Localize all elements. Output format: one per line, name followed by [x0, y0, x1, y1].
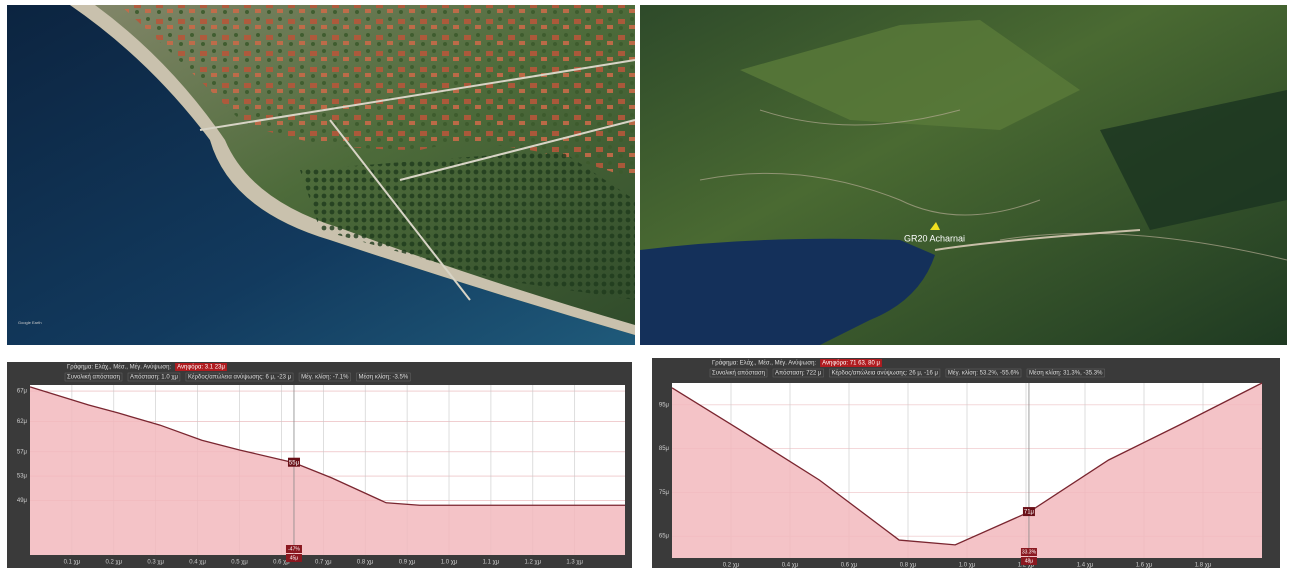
y-tick-label: 53μ	[17, 474, 28, 480]
x-tick-label: 0.9 χμ	[399, 560, 416, 566]
highlight-box	[820, 359, 882, 367]
stat-box	[185, 372, 294, 382]
cursor-readout-box	[285, 545, 302, 553]
cursor-readout-box	[1020, 557, 1037, 565]
stat-box	[64, 372, 123, 382]
map-placemark-label[interactable]: GR20 Acharnai	[904, 233, 965, 243]
x-tick-label: 1.1 χμ	[483, 560, 500, 566]
stat-box	[1026, 368, 1105, 378]
profile-stat: Συνολική απόσταση	[712, 370, 765, 377]
elevation-line	[671, 382, 1263, 546]
y-tick-label: 57μ	[17, 449, 28, 455]
x-tick-label: 1.4 χμ	[1077, 563, 1094, 569]
profile-stat: Μέγ. κλίση: -7.1%	[301, 374, 349, 381]
x-tick-label: 1.0 χμ	[441, 560, 458, 566]
stat-box	[945, 368, 1022, 378]
map-attribution: Google Earth	[18, 320, 42, 325]
stat-box	[709, 368, 768, 378]
y-tick-label: 95μ	[659, 402, 670, 408]
profile-stat: Κέρδος/απώλεια ανύψωσης: 26 μ, -16 μ	[831, 370, 938, 377]
profile-stat: Συνολική απόσταση	[67, 374, 120, 381]
x-tick-label: 0.1 χμ	[64, 560, 81, 566]
x-tick-label: 1.6 χμ	[1136, 563, 1153, 569]
profile-header: Γράφημα: Ελάχ., Μέσ., Μέγ. Ανύψωση:	[67, 364, 171, 371]
x-tick-label: 0.2 χμ	[105, 560, 122, 566]
cursor-label: 55μ	[289, 460, 300, 466]
x-tick-label: 0.3 χμ	[147, 560, 164, 566]
x-tick-label: 1.8 χμ	[1195, 563, 1212, 569]
x-tick-label: 0.6 χμ	[273, 560, 290, 566]
x-tick-label: 1.3 χμ	[566, 560, 583, 566]
cursor-readout-box	[285, 554, 302, 562]
profile-highlight: Ανηφόρα: 3.1 23μ	[177, 364, 225, 371]
cursor-readout-box	[1020, 548, 1037, 556]
stat-box	[356, 372, 411, 382]
profile-stat: Μέση κλίση: -3.5%	[358, 374, 408, 381]
x-tick-label: 0.4 χμ	[189, 560, 206, 566]
x-tick-label: 0.8 χμ	[357, 560, 374, 566]
x-tick-label: 1.2 χμ	[1018, 563, 1035, 569]
y-tick-label: 85μ	[659, 446, 670, 452]
map-view[interactable]: Google Earth	[7, 5, 636, 345]
profile-highlight: Ανηφόρα: 71 63, 80 μ	[822, 360, 880, 367]
map-view[interactable]: GR20 Acharnai	[640, 5, 1288, 345]
y-tick-label: 65μ	[659, 534, 670, 540]
elevation-line	[29, 386, 625, 506]
highlight-box	[175, 363, 227, 371]
stat-box	[298, 372, 351, 382]
cursor-readout: 33.3%	[1022, 549, 1037, 555]
x-tick-label: 1.0 χμ	[959, 563, 976, 569]
cursor-label: 71μ	[1024, 510, 1035, 516]
profile-header: Γράφημα: Ελάχ., Μέσ., Μέγ. Ανύψωση:	[712, 360, 816, 367]
cursor-readout: -47%	[288, 546, 300, 552]
cursor-point	[1022, 507, 1035, 517]
x-tick-label: 0.5 χμ	[231, 560, 248, 566]
profile-stat: Απόσταση: 1.0 χμ	[130, 374, 178, 381]
stat-box	[772, 368, 824, 378]
profile-stat: Μέγ. κλίση: 53.2%, -55.6%	[948, 370, 1020, 377]
y-tick-label: 49μ	[17, 498, 28, 504]
profile-stat: Κέρδος/απώλεια ανύψωσης: 6 μ, -23 μ	[188, 374, 292, 381]
cursor-readout: 45μ	[290, 555, 299, 561]
profile-stat: Μέση κλίση: 31.3%, -35.3%	[1029, 370, 1103, 377]
y-tick-label: 62μ	[17, 419, 28, 425]
profile-stat: Απόσταση: 722 μ	[775, 370, 822, 377]
stat-box	[829, 368, 941, 378]
y-tick-label: 75μ	[659, 490, 670, 496]
x-tick-label: 0.6 χμ	[841, 563, 858, 569]
x-tick-label: 0.7 χμ	[315, 560, 332, 566]
x-tick-label: 0.4 χμ	[782, 563, 799, 569]
x-tick-label: 1.2 χμ	[525, 560, 542, 566]
x-tick-label: 0.8 χμ	[900, 563, 917, 569]
elevation-area	[30, 386, 625, 555]
stat-box	[127, 372, 181, 382]
cursor-point	[287, 457, 300, 467]
y-tick-label: 67μ	[17, 389, 28, 395]
x-tick-label: 0.2 χμ	[723, 563, 740, 569]
cursor-readout: 48μ	[1025, 558, 1034, 564]
elevation-area	[672, 383, 1262, 558]
